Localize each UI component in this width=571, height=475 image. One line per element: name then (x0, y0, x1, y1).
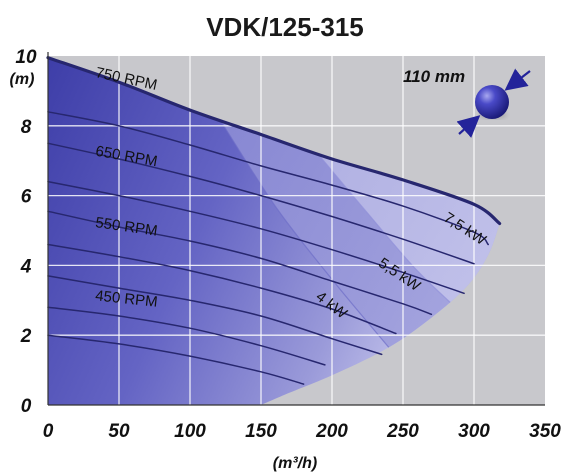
impeller-annotation: 110 mm (403, 67, 531, 138)
x-axis-label: (m³/h) (273, 455, 317, 472)
y-axis-label: (m) (10, 71, 35, 88)
boundary-5-5kw (314, 149, 468, 319)
rpm-label-6: 450 RPM (94, 287, 158, 310)
rpm-curve-8 (47, 334, 305, 385)
rpm-curve-5 (47, 243, 397, 335)
x-tick-label-1: 50 (108, 421, 130, 442)
x-tick-label-7: 350 (529, 421, 561, 442)
x-tick-label-6: 300 (458, 421, 490, 442)
y-tick-label-2: 4 (20, 256, 32, 277)
impeller-size-label: 110 mm (403, 67, 465, 86)
grid (48, 56, 545, 405)
y-tick-label-0: 0 (21, 396, 32, 417)
x-tick-label-4: 200 (315, 421, 348, 442)
band-5-5kw (315, 57, 500, 405)
rpm-curve-2 (47, 142, 475, 265)
rpm-curve-1 (47, 111, 489, 246)
axes: 0 50 100 150 200 250 300 350 0 2 4 6 8 10 (15, 47, 561, 442)
x-tick-label-2: 100 (174, 421, 206, 442)
rpm-curve-3 (47, 180, 465, 295)
rpm-curve-6 (47, 275, 383, 356)
y-tick-label-3: 6 (21, 187, 32, 208)
x-tick-label-3: 150 (245, 421, 277, 442)
rpm-curves (46, 56, 502, 385)
arrow-bottom-left-icon (456, 115, 481, 138)
y-tick-label-1: 2 (20, 326, 32, 347)
impeller-ball-icon (475, 85, 509, 119)
rpm-curve-0 (46, 56, 502, 226)
arrow-top-right-icon (504, 68, 531, 91)
y-tick-label-5: 10 (15, 47, 37, 68)
rpm-curve-4 (47, 210, 433, 316)
y-tick-label-4: 8 (21, 117, 32, 138)
chart-title: VDK/125-315 (206, 12, 364, 42)
x-tick-label-5: 250 (386, 421, 419, 442)
rpm-curve-7 (47, 306, 326, 366)
x-tick-label-0: 0 (43, 421, 54, 442)
